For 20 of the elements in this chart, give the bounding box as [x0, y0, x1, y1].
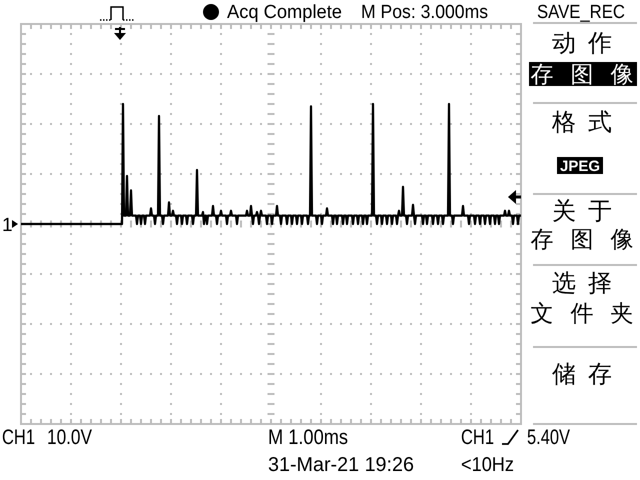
- text: 存图像: [530, 226, 634, 252]
- text: SAVE_REC: [537, 2, 637, 23]
- text: CH1: [461, 426, 504, 449]
- text: M Pos: 3.000ms: [361, 2, 498, 23]
- text: 5.40V: [527, 426, 582, 449]
- text: 选择: [552, 270, 612, 297]
- text: 31-Mar-21 19:26: [268, 454, 416, 476]
- text: M 1.00ms: [268, 426, 360, 449]
- text: Acq Complete: [227, 2, 346, 23]
- text: 1: [2, 215, 13, 236]
- text: 存图像: [530, 61, 634, 87]
- text: 文件夹: [530, 300, 634, 326]
- text: 格式: [551, 109, 612, 136]
- text: <10Hz: [461, 454, 520, 476]
- text: 关于: [552, 198, 612, 225]
- text: JPEG: [560, 158, 600, 175]
- text: 储存: [552, 361, 612, 388]
- text: CH1: [2, 426, 44, 449]
- text: 10.0V: [47, 426, 102, 449]
- text: 动作: [552, 30, 612, 57]
